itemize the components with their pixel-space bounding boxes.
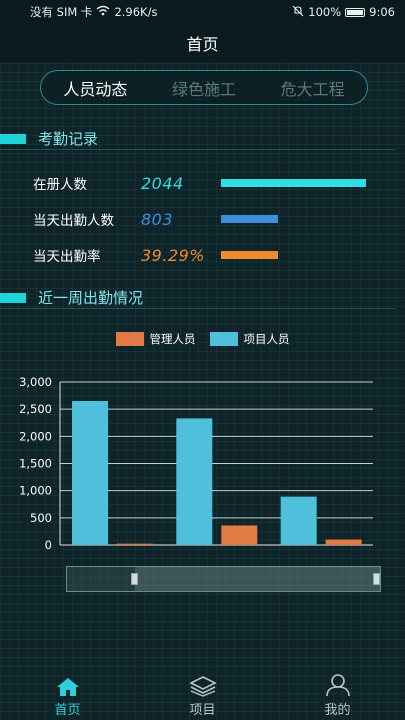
stat-label: 当天出勤率 <box>33 249 101 265</box>
chart-bar <box>280 496 317 545</box>
stat-row-rate: 当天出勤率 39.29% <box>33 245 278 265</box>
bar-chart-svg: 3,000 2,500 2,000 1,500 1,000 500 0 <box>19 375 373 552</box>
nav-projects[interactable]: 项目 <box>153 675 253 718</box>
legend-swatch <box>209 332 238 346</box>
chart-legend: 管理人员 项目人员 <box>0 331 405 347</box>
stat-value: 39.29% <box>141 245 206 265</box>
zoom-slider[interactable] <box>66 566 381 592</box>
mute-icon <box>292 5 304 20</box>
section-marker <box>0 292 26 303</box>
layers-icon <box>188 676 217 697</box>
attendance-title-text: 考勤记录 <box>38 130 99 148</box>
nav-label: 我的 <box>324 703 351 718</box>
stat-bar <box>221 215 278 223</box>
zoom-window[interactable] <box>135 567 380 591</box>
chart-bar <box>221 525 258 545</box>
legend-item-project[interactable]: 项目人员 <box>209 331 290 347</box>
attendance-section-title: 考勤记录 <box>0 128 395 150</box>
y-tick-label: 500 <box>30 511 52 525</box>
tab-green-construction[interactable]: 绿色施工 <box>171 79 236 99</box>
chart-bar <box>72 401 108 545</box>
status-bar: 没有 SIM 卡 2.96K/s 100% 9:06 <box>0 0 405 24</box>
weekly-title-text: 近一周出勤情况 <box>38 289 144 307</box>
nav-label: 首页 <box>54 703 81 718</box>
weekly-chart: 3,000 2,500 2,000 1,500 1,000 500 0 <box>0 372 405 557</box>
y-tick-label: 2,000 <box>19 429 52 443</box>
stat-value: 803 <box>141 209 174 229</box>
stat-row-registered: 在册人数 2044 <box>33 173 366 193</box>
chart-bar <box>176 418 213 545</box>
carrier-text: 没有 SIM 卡 <box>30 5 93 19</box>
battery-text: 100% <box>308 5 342 19</box>
stat-row-present: 当天出勤人数 803 <box>33 209 278 229</box>
home-icon <box>56 678 79 696</box>
stat-bar <box>221 179 366 187</box>
user-icon <box>325 674 350 697</box>
section-marker <box>0 133 26 144</box>
legend-swatch <box>115 332 144 346</box>
nav-profile[interactable]: 我的 <box>288 673 388 718</box>
chart-bar <box>117 543 153 545</box>
nav-label: 项目 <box>189 703 216 718</box>
stat-value: 2044 <box>141 173 184 193</box>
tab-bar: 人员动态 绿色施工 危大工程 <box>40 70 368 105</box>
chart-bar <box>325 539 362 545</box>
tab-personnel[interactable]: 人员动态 <box>63 79 128 99</box>
stat-label: 在册人数 <box>33 177 87 193</box>
stat-label: 当天出勤人数 <box>33 213 114 229</box>
y-tick-label: 2,500 <box>19 402 52 416</box>
weekly-section-title: 近一周出勤情况 <box>0 287 395 309</box>
app-header: 首页 <box>0 24 405 62</box>
legend-label: 管理人员 <box>149 332 196 346</box>
zoom-handle-right[interactable] <box>373 573 380 585</box>
bottom-nav: 首页 项目 我的 <box>0 673 405 720</box>
legend-item-management[interactable]: 管理人员 <box>115 331 196 347</box>
legend-label: 项目人员 <box>243 332 290 346</box>
y-tick-label: 0 <box>45 538 52 552</box>
y-tick-label: 1,500 <box>19 457 52 471</box>
network-speed: 2.96K/s <box>114 5 158 19</box>
y-tick-label: 3,000 <box>19 375 52 389</box>
battery-icon <box>345 7 366 17</box>
tab-dangerous-works[interactable]: 危大工程 <box>280 79 345 99</box>
y-tick-label: 1,000 <box>19 484 52 498</box>
clock-text: 9:06 <box>369 5 395 19</box>
zoom-handle-left[interactable] <box>131 573 138 585</box>
stat-bar <box>221 251 278 259</box>
nav-home[interactable]: 首页 <box>18 677 118 718</box>
wifi-icon <box>96 5 110 19</box>
page-title: 首页 <box>186 35 219 54</box>
